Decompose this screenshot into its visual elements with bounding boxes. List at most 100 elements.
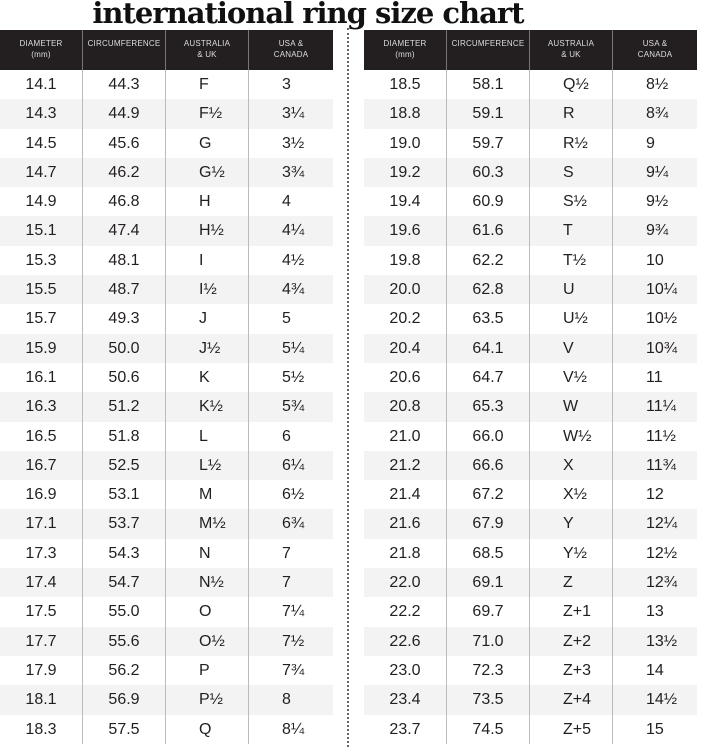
cell-australia-uk: T½ [530, 245, 613, 276]
cell-usa-canada: 10¼ [646, 281, 678, 299]
table-row: 23.0 72.3 Z+3 14 [364, 655, 697, 686]
cell-usa-canada: 4¼ [282, 222, 305, 240]
cell-diameter: 17.1 [0, 509, 83, 539]
column-header-circumference: CIRCUMFERENCE [83, 30, 166, 70]
cell-usa-canada: 12 [646, 486, 664, 504]
cell-usa-canada: 10¾ [646, 339, 678, 357]
cell-diameter: 16.5 [0, 421, 83, 451]
cell-australia-uk: X½ [530, 480, 613, 510]
table-row: 16.9 53.1 M 6½ [0, 480, 333, 510]
table-row: 21.4 67.2 X½ 12 [364, 480, 697, 510]
cell-australia-uk: O½ [166, 626, 249, 656]
table-row: 14.5 45.6 G 3½ [0, 128, 333, 158]
cell-circumference: 58.1 [447, 70, 530, 100]
table-row: 17.4 54.7 N½ 7 [0, 568, 333, 598]
cell-diameter: 18.3 [0, 714, 83, 744]
cell-australia-uk: X [530, 450, 613, 481]
table-row: 21.2 66.6 X 11¾ [364, 450, 697, 481]
cell-circumference: 48.1 [83, 245, 166, 276]
cell-usa-canada: 10½ [646, 310, 678, 328]
table-row: 18.8 59.1 R 8¾ [364, 99, 697, 129]
cell-australia-uk: K½ [166, 392, 249, 422]
cell-circumference: 64.1 [447, 333, 530, 363]
table-row: 22.6 71.0 Z+2 13½ [364, 626, 697, 656]
cell-circumference: 52.5 [83, 450, 166, 481]
cell-diameter: 14.5 [0, 128, 83, 158]
cell-australia-uk: Z+4 [530, 685, 613, 715]
cell-diameter: 17.5 [0, 597, 83, 627]
cell-diameter: 20.6 [364, 362, 447, 393]
cell-australia-uk: N [166, 538, 249, 569]
cell-circumference: 66.0 [447, 421, 530, 451]
table-row: 15.9 50.0 J½ 5¼ [0, 333, 333, 363]
cell-diameter: 19.4 [364, 187, 447, 217]
cell-circumference: 67.2 [447, 480, 530, 510]
cell-usa-canada: 8½ [646, 76, 669, 93]
cell-diameter: 19.8 [364, 245, 447, 276]
cell-usa-canada: 9½ [646, 193, 669, 211]
cell-circumference: 44.3 [83, 70, 166, 100]
table-row: 19.8 62.2 T½ 10 [364, 245, 697, 276]
cell-usa-canada: 6½ [282, 486, 305, 504]
cell-circumference: 53.7 [83, 509, 166, 539]
table-row: 16.1 50.6 K 5½ [0, 362, 333, 393]
table-row: 16.7 52.5 L½ 6¼ [0, 450, 333, 481]
cell-australia-uk: Q [166, 714, 249, 744]
cell-diameter: 23.4 [364, 685, 447, 715]
cell-australia-uk: Z+5 [530, 714, 613, 744]
cell-diameter: 16.3 [0, 392, 83, 422]
ring-size-table-right: DIAMETER (mm) CIRCUMFERENCE AUSTRALIA & UK US… [364, 30, 697, 744]
cell-diameter: 14.1 [0, 70, 83, 100]
cell-diameter: 20.4 [364, 333, 447, 363]
cell-diameter: 21.4 [364, 480, 447, 510]
table-row: 14.7 46.2 G½ 3¾ [0, 157, 333, 188]
cell-usa-canada: 7¾ [282, 661, 305, 679]
cell-circumference: 53.1 [83, 480, 166, 510]
header-line: CANADA [273, 50, 309, 59]
cell-usa-canada: 14 [646, 661, 664, 679]
cell-diameter: 18.5 [364, 70, 447, 100]
cell-australia-uk: J½ [166, 333, 249, 363]
table-row: 18.5 58.1 Q½ 8½ [364, 70, 697, 100]
cell-diameter: 14.3 [0, 99, 83, 129]
cell-australia-uk: Y [530, 509, 613, 539]
cell-australia-uk: W [530, 392, 613, 422]
cell-diameter: 22.6 [364, 626, 447, 656]
table-row: 20.2 63.5 U½ 10½ [364, 304, 697, 334]
cell-diameter: 20.8 [364, 392, 447, 422]
table-row: 17.7 55.6 O½ 7½ [0, 626, 333, 656]
cell-diameter: 20.0 [364, 275, 447, 305]
cell-usa-canada: 10 [646, 251, 664, 269]
header-line: CIRCUMFERENCE [451, 39, 525, 48]
cell-australia-uk: U½ [530, 304, 613, 334]
cell-circumference: 48.7 [83, 275, 166, 305]
cell-australia-uk: O [166, 597, 249, 627]
cell-usa-canada: 14½ [646, 691, 678, 709]
cell-usa-canada: 7½ [282, 632, 305, 650]
cell-diameter: 16.1 [0, 362, 83, 393]
cell-australia-uk: Q½ [530, 70, 613, 100]
cell-australia-uk: S½ [530, 187, 613, 217]
cell-usa-canada: 3¼ [282, 105, 305, 123]
cell-diameter: 23.0 [364, 655, 447, 686]
table-row: 20.6 64.7 V½ 11 [364, 362, 697, 393]
table-row: 19.2 60.3 S 9¼ [364, 157, 697, 188]
cell-australia-uk: W½ [530, 421, 613, 451]
cell-usa-canada: 3½ [282, 134, 305, 152]
table-row: 16.5 51.8 L 6 [0, 421, 333, 451]
table-row: 22.2 69.7 Z+1 13 [364, 597, 697, 627]
cell-australia-uk: Z [530, 568, 613, 598]
cell-diameter: 18.1 [0, 685, 83, 715]
cell-circumference: 60.9 [447, 187, 530, 217]
cell-circumference: 55.0 [83, 597, 166, 627]
cell-diameter: 17.4 [0, 568, 83, 598]
table-row: 18.3 57.5 Q 8¼ [0, 714, 333, 744]
header-line: USA & [642, 39, 668, 48]
cell-circumference: 47.4 [83, 216, 166, 246]
cell-australia-uk: K [166, 362, 249, 393]
cell-circumference: 50.6 [83, 362, 166, 393]
cell-usa-canada: 5½ [282, 368, 305, 386]
column-header-diameter: DIAMETER (mm) [364, 30, 447, 70]
cell-australia-uk: F½ [166, 99, 249, 129]
cell-usa-canada: 11¾ [646, 456, 676, 474]
